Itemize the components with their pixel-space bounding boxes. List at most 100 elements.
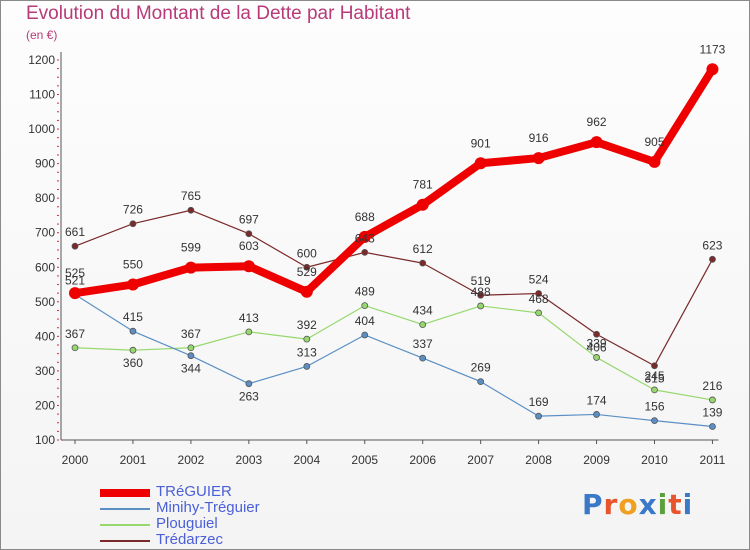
data-point xyxy=(129,327,137,335)
data-point xyxy=(184,261,197,274)
legend-swatch xyxy=(100,508,150,510)
data-label: 488 xyxy=(471,285,491,299)
data-label: 962 xyxy=(587,115,607,129)
y-minor-tick xyxy=(57,379,59,381)
y-minor-tick xyxy=(57,189,59,191)
legend-label: Minihy-Tréguier xyxy=(156,499,260,516)
data-label: 360 xyxy=(123,356,143,370)
data-point xyxy=(303,363,311,370)
y-minor-tick xyxy=(57,76,59,78)
data-point xyxy=(535,290,542,297)
data-label: 697 xyxy=(239,213,259,227)
x-tick-label: 2000 xyxy=(62,453,89,467)
data-label: 367 xyxy=(65,327,85,341)
legend-label: Plouguiel xyxy=(156,515,218,532)
data-label: 519 xyxy=(471,274,491,288)
data-label: 600 xyxy=(297,246,317,260)
y-minor-tick xyxy=(57,266,59,268)
y-minor-tick xyxy=(57,206,59,208)
logo-letter: i xyxy=(682,488,694,521)
data-point xyxy=(242,260,255,273)
series-lines xyxy=(69,63,719,430)
data-point xyxy=(126,278,139,291)
data-point xyxy=(245,230,253,238)
y-minor-tick xyxy=(57,119,59,121)
data-point xyxy=(593,411,600,418)
x-tick-label: 2005 xyxy=(351,453,378,467)
x-tick-label: 2009 xyxy=(583,453,610,467)
data-label: 156 xyxy=(644,400,664,414)
logo-letter: P xyxy=(582,488,604,521)
y-minor-tick xyxy=(57,396,59,398)
x-tick-label: 2008 xyxy=(525,453,552,467)
data-label: 1173 xyxy=(700,42,726,56)
data-label: 245 xyxy=(644,369,664,383)
y-minor-tick xyxy=(57,361,59,363)
data-label: 623 xyxy=(702,238,722,252)
data-label: 337 xyxy=(413,337,433,351)
data-point xyxy=(129,346,137,354)
data-point xyxy=(419,354,427,362)
data-label: 643 xyxy=(355,231,375,245)
y-minor-tick xyxy=(57,292,59,294)
data-label: 339 xyxy=(587,336,607,350)
data-label: 688 xyxy=(355,210,375,224)
data-label: 263 xyxy=(239,390,259,404)
y-minor-tick xyxy=(57,275,59,277)
x-tick-label: 2006 xyxy=(409,453,436,467)
y-minor-tick xyxy=(57,387,59,389)
y-minor-tick xyxy=(57,422,59,424)
y-tick-label: 400 xyxy=(35,329,55,343)
data-point xyxy=(419,259,427,267)
data-label: 765 xyxy=(181,189,201,203)
data-label: 216 xyxy=(702,379,722,393)
y-tick-label: 100 xyxy=(35,433,55,447)
logo-letter: r xyxy=(603,488,619,521)
y-tick-label: 300 xyxy=(35,364,55,378)
data-point xyxy=(416,198,429,211)
x-tick-label: 2011 xyxy=(700,453,726,467)
y-minor-tick xyxy=(57,163,59,165)
y-minor-tick xyxy=(57,301,59,303)
y-minor-tick xyxy=(57,145,59,147)
data-label: 612 xyxy=(413,242,433,256)
y-minor-tick xyxy=(57,404,59,406)
y-minor-tick xyxy=(57,137,59,139)
legend-swatch xyxy=(100,540,150,542)
data-label: 344 xyxy=(181,362,201,376)
data-label: 269 xyxy=(471,361,491,375)
y-minor-tick xyxy=(57,197,59,199)
data-point xyxy=(71,344,79,352)
data-labels: 525 550 599 603 529 688 781 901 916 962 905 1173 521… xyxy=(65,42,726,419)
data-label: 169 xyxy=(529,395,549,409)
y-minor-tick xyxy=(57,353,59,355)
chart-title: Evolution du Montant de la Dette par Hab… xyxy=(26,3,411,24)
y-tick-label: 700 xyxy=(35,226,55,240)
series-line xyxy=(71,65,717,298)
x-tick-label: 2001 xyxy=(120,453,147,467)
series-line xyxy=(74,293,714,428)
y-minor-tick xyxy=(57,413,59,415)
data-label: 489 xyxy=(355,285,375,299)
y-minor-tick xyxy=(57,85,59,87)
data-label: 367 xyxy=(181,327,201,341)
data-point xyxy=(303,263,311,271)
x-tick-label: 2010 xyxy=(641,453,668,467)
data-point xyxy=(593,330,600,338)
data-point xyxy=(532,152,545,165)
data-label: 468 xyxy=(529,292,549,306)
data-label: 434 xyxy=(413,304,433,318)
data-label: 413 xyxy=(239,311,259,325)
data-label: 550 xyxy=(123,258,143,272)
data-point xyxy=(358,230,371,243)
proxiti-logo: Proxiti xyxy=(582,488,693,521)
x-tick-label: 2003 xyxy=(235,453,262,467)
y-minor-tick xyxy=(57,318,59,320)
data-label: 392 xyxy=(297,318,317,332)
data-point xyxy=(187,206,195,214)
y-minor-tick xyxy=(57,344,59,346)
data-point xyxy=(477,302,485,310)
series-line xyxy=(74,209,714,367)
legend-label: TRéGUIER xyxy=(156,483,232,500)
